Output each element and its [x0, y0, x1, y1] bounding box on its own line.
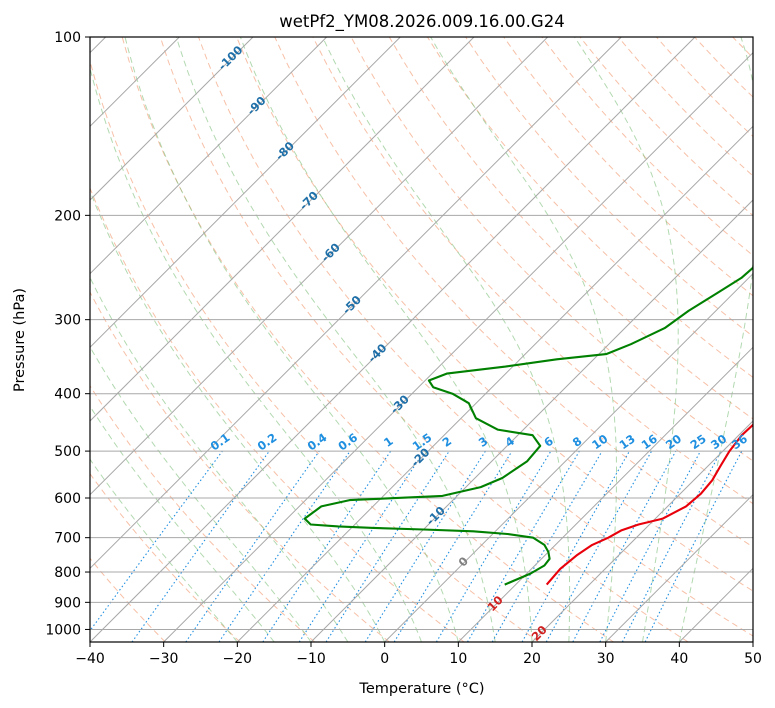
plot-background: [90, 37, 753, 642]
moist-adiabat: [430, 37, 617, 642]
x-tick-label: 20: [523, 651, 541, 667]
dry-adiabat: [90, 472, 241, 642]
y-tick-label: 500: [54, 444, 81, 460]
y-axis-label: Pressure (hPa): [12, 288, 28, 392]
x-axis-label: Temperature (°C): [358, 681, 484, 697]
x-tick-label: −40: [75, 651, 105, 667]
mixing-ratio-line: [262, 450, 392, 642]
y-tick-label: 600: [54, 491, 81, 507]
isotherm-line: [90, 37, 475, 422]
x-tick-label: 10: [449, 651, 467, 667]
dry-adiabat: [274, 37, 753, 548]
x-tick-label: 50: [744, 651, 762, 667]
moist-adiabat: [124, 37, 459, 642]
dry-adiabat: [90, 384, 316, 642]
y-tick-label: 800: [54, 565, 81, 581]
mixing-ratio-line: [644, 450, 743, 642]
mixing-ratio-line: [393, 450, 513, 642]
x-tick-label: 0: [380, 651, 389, 667]
dry-adiabat: [90, 59, 540, 642]
temperature-profile: [545, 423, 753, 586]
x-tick-label: 40: [670, 651, 688, 667]
moist-adiabat: [175, 37, 496, 642]
mixing-ratio-line: [131, 450, 270, 642]
y-tick-label: 1000: [45, 622, 81, 638]
dry-adiabat: [426, 37, 753, 378]
isotherm-line: [163, 51, 753, 642]
y-tick-label: 700: [54, 531, 81, 547]
isotherm-line: [90, 37, 549, 496]
mixing-ratio-line: [90, 450, 223, 632]
mixing-ratio-line: [218, 450, 351, 642]
x-tick-label: −30: [149, 651, 179, 667]
x-tick-label: 30: [597, 651, 615, 667]
dry-adiabat: [465, 37, 753, 338]
x-axis: −40 −30 −20 −10 0 10 20 30 40 50: [75, 642, 762, 667]
moist-adiabat: [90, 276, 349, 642]
y-tick-label: 200: [54, 208, 81, 224]
isotherm-line: [605, 493, 753, 642]
moist-adiabat: [678, 37, 753, 642]
isotherm-line: [90, 37, 254, 201]
isotherm-line: [90, 37, 401, 349]
mixing-ratio-line: [572, 450, 677, 642]
dry-adiabat: [90, 291, 390, 642]
dry-adiabat: [312, 37, 753, 505]
moist-adiabat: [90, 458, 238, 642]
isotherm-line: [310, 199, 753, 642]
dry-adiabat: [350, 37, 753, 462]
mixing-ratio-line: [298, 450, 425, 642]
mixing-ratio-line: [185, 450, 320, 642]
x-tick-label: −20: [223, 651, 253, 667]
isotherm-line: [90, 37, 696, 642]
isotherm-line: [90, 37, 622, 570]
chart-title: wetPf2_YM08.2026.009.16.00.G24: [279, 12, 564, 32]
isotherm-line: [236, 125, 753, 642]
y-tick-label: 400: [54, 387, 81, 403]
y-tick-label: 100: [54, 30, 81, 46]
y-axis: 1000 900 800 700 600 500 400 300 200 100: [45, 30, 90, 638]
moist-adiabat: [574, 37, 679, 642]
dewpoint-profile: [303, 259, 753, 586]
moist-adiabat: [90, 189, 386, 642]
mixing-ratio-line: [325, 450, 450, 642]
isotherm-line: [457, 346, 753, 642]
moist-adiabat: [322, 37, 571, 642]
isotherm-line: [384, 272, 753, 642]
profile-lines: [303, 259, 753, 586]
x-tick-label: −10: [296, 651, 326, 667]
y-tick-label: 900: [54, 595, 81, 611]
isotherm-line: [531, 420, 753, 642]
dry-adiabat: [236, 37, 753, 592]
dry-adiabat: [121, 37, 614, 642]
isotherm-line: [90, 37, 328, 275]
dry-adiabat: [90, 186, 465, 642]
moist-adiabat: [90, 65, 422, 642]
y-tick-label: 300: [54, 313, 81, 329]
dry-adiabat: [388, 37, 753, 420]
moist-adiabat: [239, 37, 533, 642]
moist-adiabat: [90, 405, 275, 642]
mixing-ratio-line: [545, 450, 653, 642]
plot-frame: [89, 36, 754, 643]
